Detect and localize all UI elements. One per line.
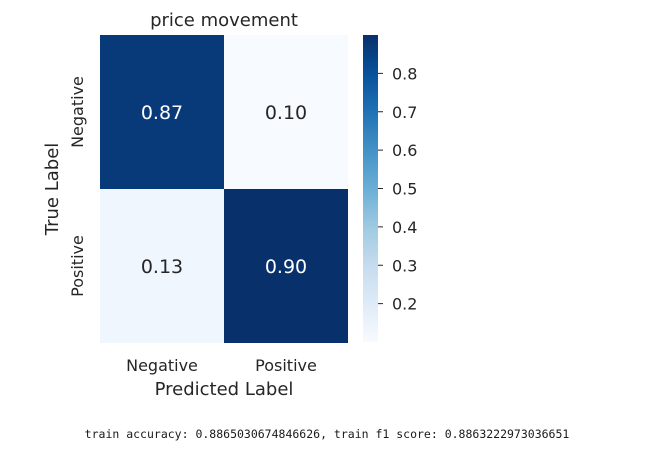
y-tick-labels: Negative Positive — [68, 76, 87, 297]
heatmap-cells — [100, 35, 348, 343]
cell-value-label: 0.13 — [141, 256, 183, 278]
colorbar-tick-label: 0.6 — [392, 141, 417, 160]
x-tick-label: Positive — [255, 356, 317, 375]
chart-title: price movement — [150, 10, 298, 31]
colorbar-tick-label: 0.5 — [392, 180, 417, 199]
y-tick-label: Positive — [68, 235, 87, 297]
colorbar-tick-label: 0.8 — [392, 64, 417, 83]
cell-value-label: 0.87 — [141, 102, 183, 124]
y-tick-label: Negative — [68, 76, 87, 148]
heatmap-cell-r0-c1 — [224, 35, 348, 189]
x-tick-label: Negative — [126, 356, 198, 375]
cell-value-label: 0.90 — [265, 256, 307, 278]
colorbar-tick-label: 0.7 — [392, 103, 417, 122]
x-tick-labels: Negative Positive — [126, 356, 317, 375]
colorbar-tick-label: 0.2 — [392, 295, 417, 314]
colorbar-ticks: 0.8 0.7 0.6 0.5 0.4 0.3 0.2 — [378, 64, 417, 314]
heatmap-cell-r1-c0 — [100, 189, 224, 343]
colorbar — [363, 35, 378, 342]
confusion-matrix-figure: price movement 0.87 0.10 0.13 0.90 Negative… — [42, 10, 417, 400]
training-metrics-text: train accuracy: 0.8865030674846626, trai… — [84, 427, 570, 441]
heatmap-cell-r1-c1 — [224, 189, 348, 343]
y-axis-label: True Label — [42, 143, 63, 237]
cell-value-label: 0.10 — [265, 102, 307, 124]
heatmap-cell-r0-c0 — [100, 35, 224, 189]
colorbar-tick-label: 0.4 — [392, 218, 417, 237]
x-axis-label: Predicted Label — [155, 379, 294, 400]
colorbar-tick-label: 0.3 — [392, 256, 417, 275]
heatmap-cell-labels: 0.87 0.10 0.13 0.90 — [141, 102, 307, 278]
